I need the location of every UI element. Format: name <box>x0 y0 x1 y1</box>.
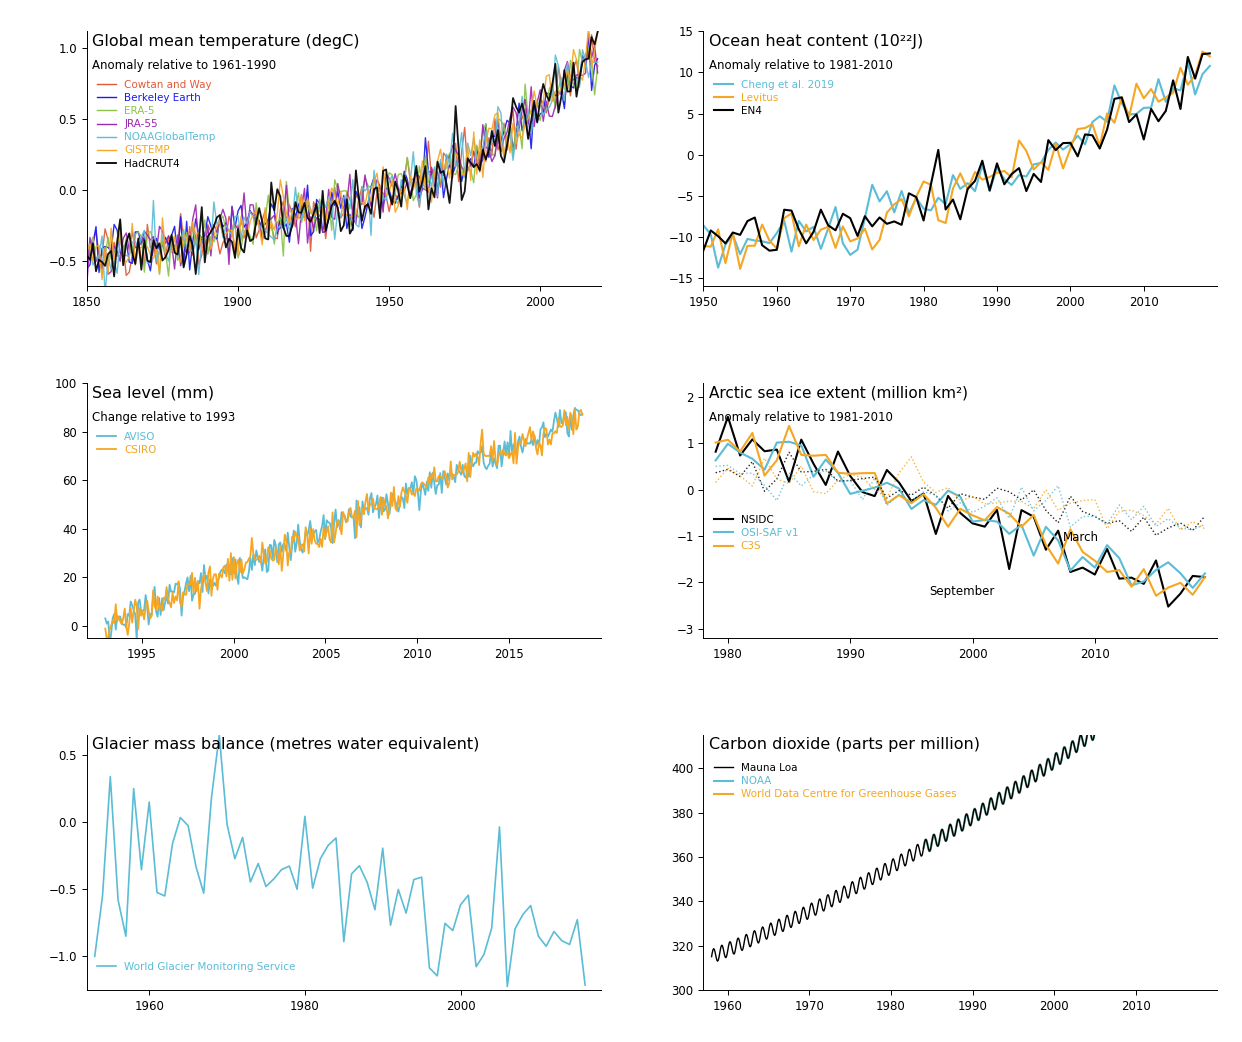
Text: Anomaly relative to 1961-1990: Anomaly relative to 1961-1990 <box>92 59 276 72</box>
Legend: Cheng et al. 2019, Levitus, EN4: Cheng et al. 2019, Levitus, EN4 <box>714 80 833 116</box>
Legend: Cowtan and Way, Berkeley Earth, ERA-5, JRA-55, NOAAGlobalTemp, GISTEMP, HadCRUT4: Cowtan and Way, Berkeley Earth, ERA-5, J… <box>97 80 216 169</box>
Legend: AVISO, CSIRO: AVISO, CSIRO <box>97 431 156 454</box>
Text: Anomaly relative to 1981-2010: Anomaly relative to 1981-2010 <box>708 412 893 424</box>
Text: September: September <box>929 585 995 598</box>
Text: Arctic sea ice extent (million km²): Arctic sea ice extent (million km²) <box>708 386 968 401</box>
Legend: Mauna Loa, NOAA, World Data Centre for Greenhouse Gases: Mauna Loa, NOAA, World Data Centre for G… <box>714 763 956 799</box>
Legend: World Glacier Monitoring Service: World Glacier Monitoring Service <box>97 962 296 972</box>
Text: Sea level (mm): Sea level (mm) <box>92 386 214 401</box>
Text: Anomaly relative to 1981-2010: Anomaly relative to 1981-2010 <box>708 59 893 72</box>
Text: Change relative to 1993: Change relative to 1993 <box>92 412 235 424</box>
Text: Glacier mass balance (metres water equivalent): Glacier mass balance (metres water equiv… <box>92 738 479 752</box>
Text: Global mean temperature (degC): Global mean temperature (degC) <box>92 33 360 49</box>
Text: March: March <box>1063 531 1099 544</box>
Text: Ocean heat content (10²²J): Ocean heat content (10²²J) <box>708 33 923 49</box>
Legend: NSIDC, OSI-SAF v1, C3S: NSIDC, OSI-SAF v1, C3S <box>714 515 799 551</box>
Text: Carbon dioxide (parts per million): Carbon dioxide (parts per million) <box>708 738 980 752</box>
